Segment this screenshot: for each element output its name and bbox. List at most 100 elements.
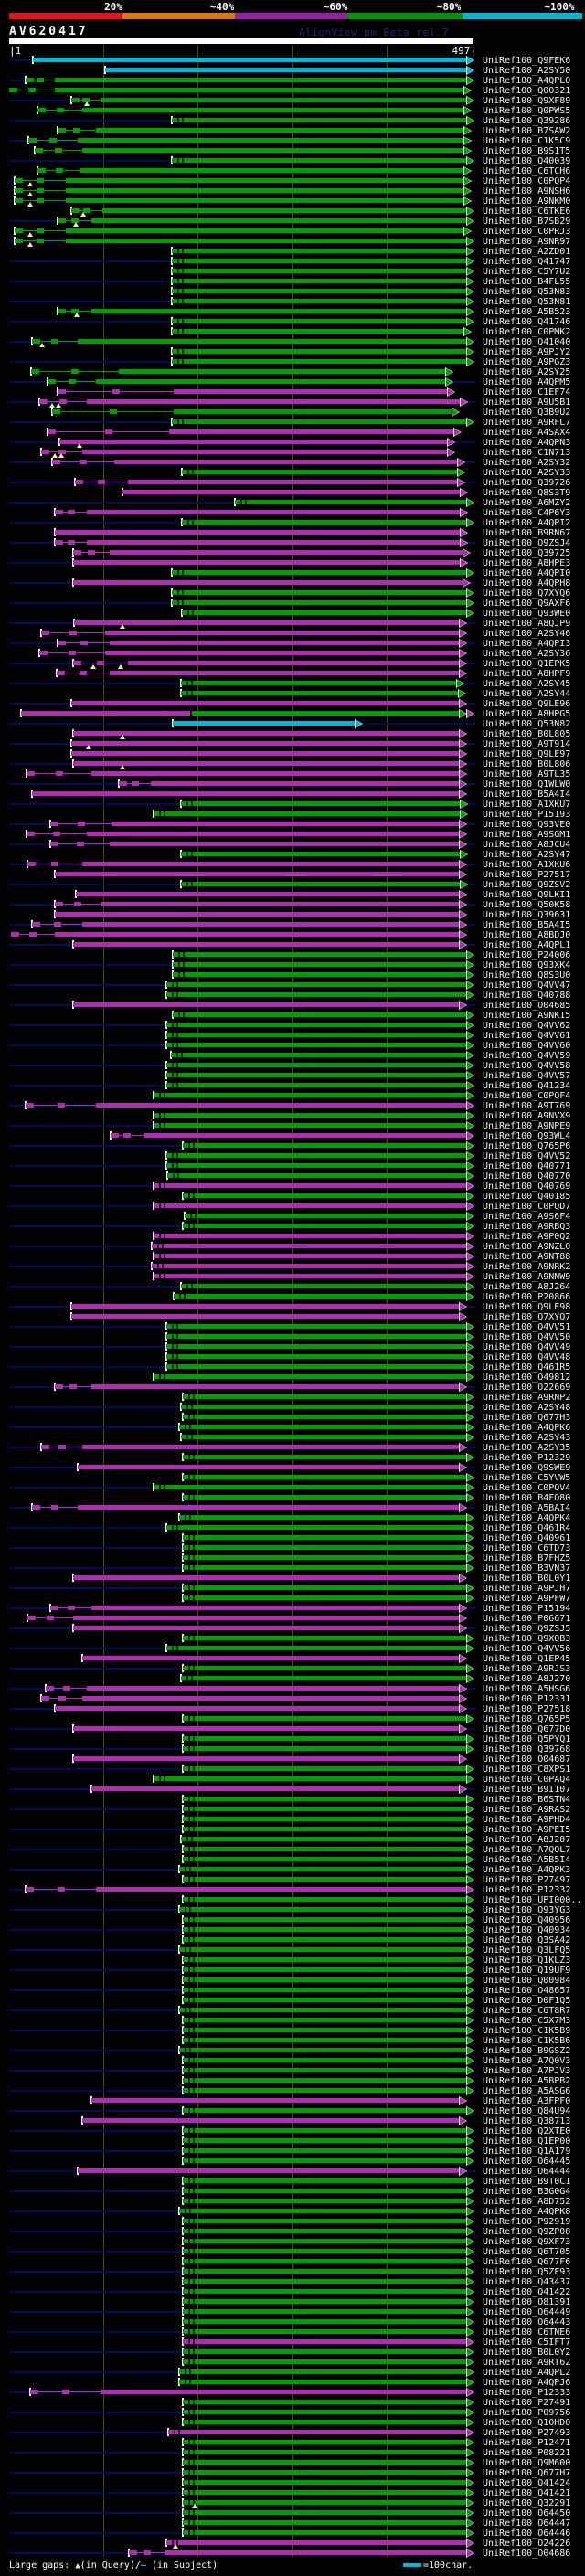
- hit-bar[interactable]: [183, 1797, 467, 1801]
- hit-bar[interactable]: [183, 2420, 467, 2424]
- hit-bar[interactable]: [71, 1314, 460, 1319]
- hit-bar[interactable]: [183, 2400, 467, 2404]
- hit-label[interactable]: UniRef100_Q41746: [483, 317, 571, 327]
- hit-bar[interactable]: [105, 68, 467, 72]
- hit-bar[interactable]: [183, 2500, 467, 2505]
- hit-label[interactable]: UniRef100_B5A4I4: [483, 790, 571, 800]
- aligned-segment[interactable]: [28, 138, 37, 143]
- hit-label[interactable]: UniRef100_A7QQL7: [483, 1845, 571, 1855]
- hit-bar[interactable]: [112, 822, 460, 826]
- hit-bar[interactable]: [128, 661, 460, 665]
- hit-label[interactable]: UniRef100_A4QPI2: [483, 518, 571, 528]
- hit-bar[interactable]: [166, 1344, 467, 1349]
- hit-label[interactable]: UniRef100_A8QJP9: [483, 619, 571, 629]
- aligned-segment[interactable]: [59, 399, 67, 404]
- hit-bar[interactable]: [183, 2138, 467, 2143]
- aligned-segment[interactable]: [37, 168, 46, 173]
- aligned-segment[interactable]: [32, 1505, 40, 1510]
- hit-bar[interactable]: [66, 178, 464, 183]
- aligned-segment[interactable]: [27, 771, 35, 776]
- hit-label[interactable]: UniRef100_B6STN4: [483, 1795, 571, 1805]
- hit-label[interactable]: UniRef100_A2SY25: [483, 367, 571, 377]
- aligned-segment[interactable]: [71, 208, 80, 213]
- hit-bar[interactable]: [182, 470, 458, 474]
- hit-label[interactable]: UniRef100_C5X7M3: [483, 2016, 571, 2026]
- hit-bar[interactable]: [73, 560, 461, 565]
- hit-label[interactable]: UniRef100_Q43437: [483, 2277, 571, 2287]
- aligned-segment[interactable]: [48, 429, 56, 434]
- hit-bar[interactable]: [183, 1455, 467, 1459]
- hit-bar[interactable]: [166, 1354, 467, 1359]
- hit-label[interactable]: UniRef100_O22669: [483, 1383, 571, 1393]
- hit-bar[interactable]: [101, 902, 460, 906]
- hit-bar[interactable]: [183, 2450, 467, 2454]
- hit-bar[interactable]: [183, 1595, 467, 1600]
- hit-bar[interactable]: [166, 2540, 467, 2545]
- aligned-segment[interactable]: [73, 550, 81, 555]
- hit-label[interactable]: UniRef100_A5B5I4: [483, 1855, 571, 1865]
- hit-label[interactable]: UniRef100_Q677H7: [483, 2468, 571, 2478]
- hit-label[interactable]: UniRef100_Q1KLZ3: [483, 1956, 571, 1966]
- hit-label[interactable]: UniRef100_O24226: [483, 2539, 571, 2549]
- hit-label[interactable]: UniRef100_A8BDJ0: [483, 930, 571, 940]
- hit-bar[interactable]: [183, 1847, 467, 1851]
- hit-label[interactable]: UniRef100_Q40770: [483, 1171, 571, 1182]
- hit-bar[interactable]: [32, 791, 460, 796]
- hit-label[interactable]: UniRef100_B9I107: [483, 1785, 571, 1795]
- aligned-segment[interactable]: [15, 239, 23, 243]
- hit-label[interactable]: UniRef100_C6TCH6: [483, 166, 571, 176]
- hit-label[interactable]: UniRef100_O64447: [483, 2518, 571, 2528]
- hit-label[interactable]: UniRef100_A9PGZ3: [483, 357, 571, 367]
- hit-bar[interactable]: [166, 1033, 467, 1037]
- hit-label[interactable]: UniRef100_Q1EP45: [483, 1654, 571, 1664]
- hit-bar[interactable]: [183, 2319, 467, 2324]
- hit-label[interactable]: UniRef100_Q00984: [483, 1976, 571, 1986]
- aligned-segment[interactable]: [37, 239, 44, 243]
- hit-bar[interactable]: [183, 1666, 467, 1670]
- aligned-segment[interactable]: [123, 1133, 131, 1138]
- hit-bar[interactable]: [168, 2430, 467, 2434]
- hit-label[interactable]: UniRef100_C5IFT7: [483, 2337, 571, 2348]
- hit-label[interactable]: UniRef100_A4QPI0: [483, 568, 571, 578]
- hit-bar[interactable]: [183, 1967, 467, 1972]
- hit-bar[interactable]: [185, 1214, 467, 1218]
- hit-label[interactable]: UniRef100_A8HPF9: [483, 669, 571, 679]
- hit-bar[interactable]: [183, 1927, 467, 1932]
- hit-label[interactable]: UniRef100_Q40771: [483, 1161, 571, 1171]
- hit-label[interactable]: UniRef100_Q41422: [483, 2287, 571, 2297]
- hit-bar[interactable]: [82, 1656, 460, 1660]
- hit-bar[interactable]: [154, 1254, 467, 1258]
- hit-bar[interactable]: [183, 2028, 467, 2032]
- hit-label[interactable]: UniRef100_A8J270: [483, 1674, 571, 1684]
- hit-label[interactable]: UniRef100_P12329: [483, 1453, 571, 1463]
- hit-label[interactable]: UniRef100_P06671: [483, 1614, 571, 1624]
- hit-bar[interactable]: [55, 872, 460, 876]
- hit-bar[interactable]: [192, 711, 460, 716]
- aligned-segment[interactable]: [98, 480, 105, 484]
- hit-bar[interactable]: [166, 1364, 467, 1369]
- hit-label[interactable]: UniRef100_Q8S3U0: [483, 970, 571, 981]
- hit-bar[interactable]: [166, 1043, 467, 1047]
- hit-label[interactable]: UniRef100_Q5PYQ1: [483, 1734, 571, 1744]
- hit-label[interactable]: UniRef100_O64446: [483, 2528, 571, 2539]
- aligned-segment[interactable]: [41, 631, 49, 635]
- hit-bar[interactable]: [144, 1133, 467, 1138]
- hit-label[interactable]: UniRef100_Q5ZF93: [483, 2267, 571, 2277]
- hit-bar[interactable]: [71, 701, 460, 705]
- hit-bar[interactable]: [183, 2088, 467, 2093]
- hit-label[interactable]: UniRef100_Q00321: [483, 86, 571, 96]
- hit-label[interactable]: UniRef100_Q53N82: [483, 719, 571, 729]
- hit-bar[interactable]: [96, 128, 464, 133]
- aligned-segment[interactable]: [50, 842, 58, 846]
- hit-bar[interactable]: [165, 2550, 467, 2555]
- hit-bar[interactable]: [154, 1203, 467, 1208]
- hit-label[interactable]: UniRef100_Q41424: [483, 2478, 571, 2488]
- hit-label[interactable]: UniRef100_A9RNP2: [483, 1393, 571, 1403]
- aligned-segment[interactable]: [73, 128, 80, 133]
- hit-bar[interactable]: [82, 2118, 460, 2123]
- hit-label[interactable]: UniRef100_A9NR97: [483, 237, 571, 247]
- hit-bar[interactable]: [181, 1676, 467, 1680]
- hit-label[interactable]: UniRef100_P12331: [483, 1694, 571, 1704]
- hit-label[interactable]: UniRef100_Q4VV47: [483, 981, 571, 991]
- hit-label[interactable]: UniRef100_Q9LE97: [483, 749, 571, 759]
